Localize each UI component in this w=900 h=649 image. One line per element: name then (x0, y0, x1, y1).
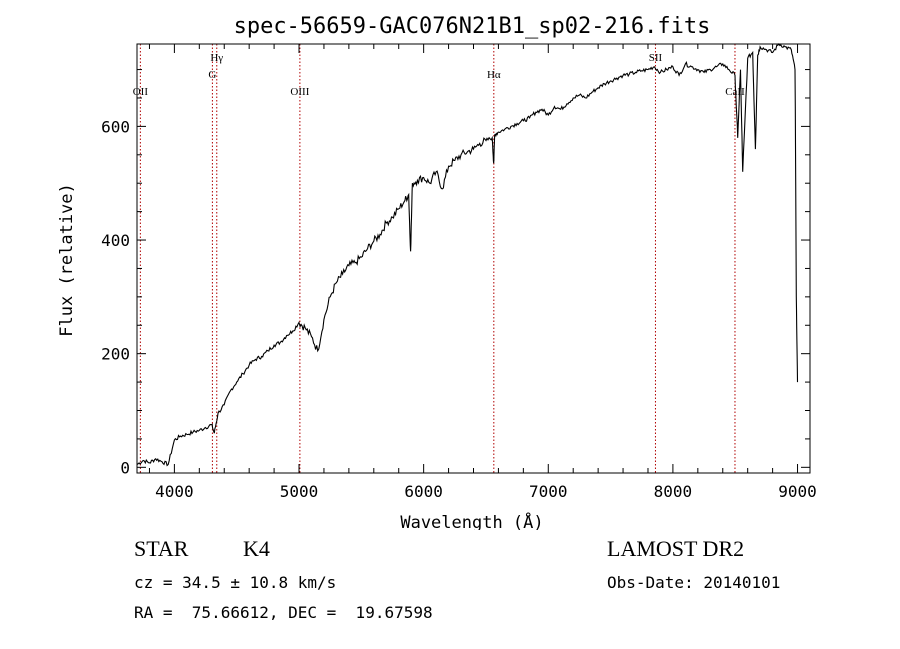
spectral-line-label: OIII (290, 86, 309, 98)
chart-title: spec-56659-GAC076N21B1_sp02-216.fits (234, 14, 711, 39)
plot-frame (136, 43, 811, 474)
flux-series-line (136, 43, 799, 467)
spectral-line-label: G (208, 69, 216, 81)
x-tick-label: 6000 (404, 482, 443, 501)
object-class: STAR (134, 536, 189, 561)
x-tick-label: 8000 (654, 482, 693, 501)
spectral-line-label: OII (133, 86, 149, 98)
spectrum-chart: spec-56659-GAC076N21B1_sp02-216.fits OII… (57, 14, 817, 530)
spectral-line-label: Hα (487, 69, 501, 81)
x-axis-label: Wavelength (Å) (400, 511, 543, 530)
y-tick-label: 0 (120, 458, 130, 477)
y-tick-label: 200 (101, 345, 130, 364)
survey-name: LAMOST DR2 (607, 536, 745, 561)
ra-dec-coordinates: RA = 75.66612, DEC = 19.67598 (134, 603, 433, 622)
x-tick-label: 7000 (529, 482, 568, 501)
object-subclass: K4 (243, 536, 270, 561)
spectral-line-label: SII (649, 52, 663, 64)
y-axis-label: Flux (relative) (57, 183, 77, 337)
observation-date: Obs-Date: 20140101 (607, 573, 781, 592)
y-axis-ticks: 0 200 400 600 (101, 69, 810, 477)
redshift-velocity: cz = 34.5 ± 10.8 km/s (134, 573, 337, 592)
x-tick-label: 4000 (155, 482, 194, 501)
x-axis-ticks: 4000 5000 6000 7000 8000 9000 (148, 44, 817, 501)
x-tick-label: 9000 (778, 482, 817, 501)
x-tick-label: 5000 (280, 482, 319, 501)
spectral-line-markers (139, 44, 736, 473)
y-tick-label: 400 (101, 231, 130, 250)
y-tick-label: 600 (101, 117, 130, 136)
spectral-line-label: Hγ (210, 52, 223, 64)
